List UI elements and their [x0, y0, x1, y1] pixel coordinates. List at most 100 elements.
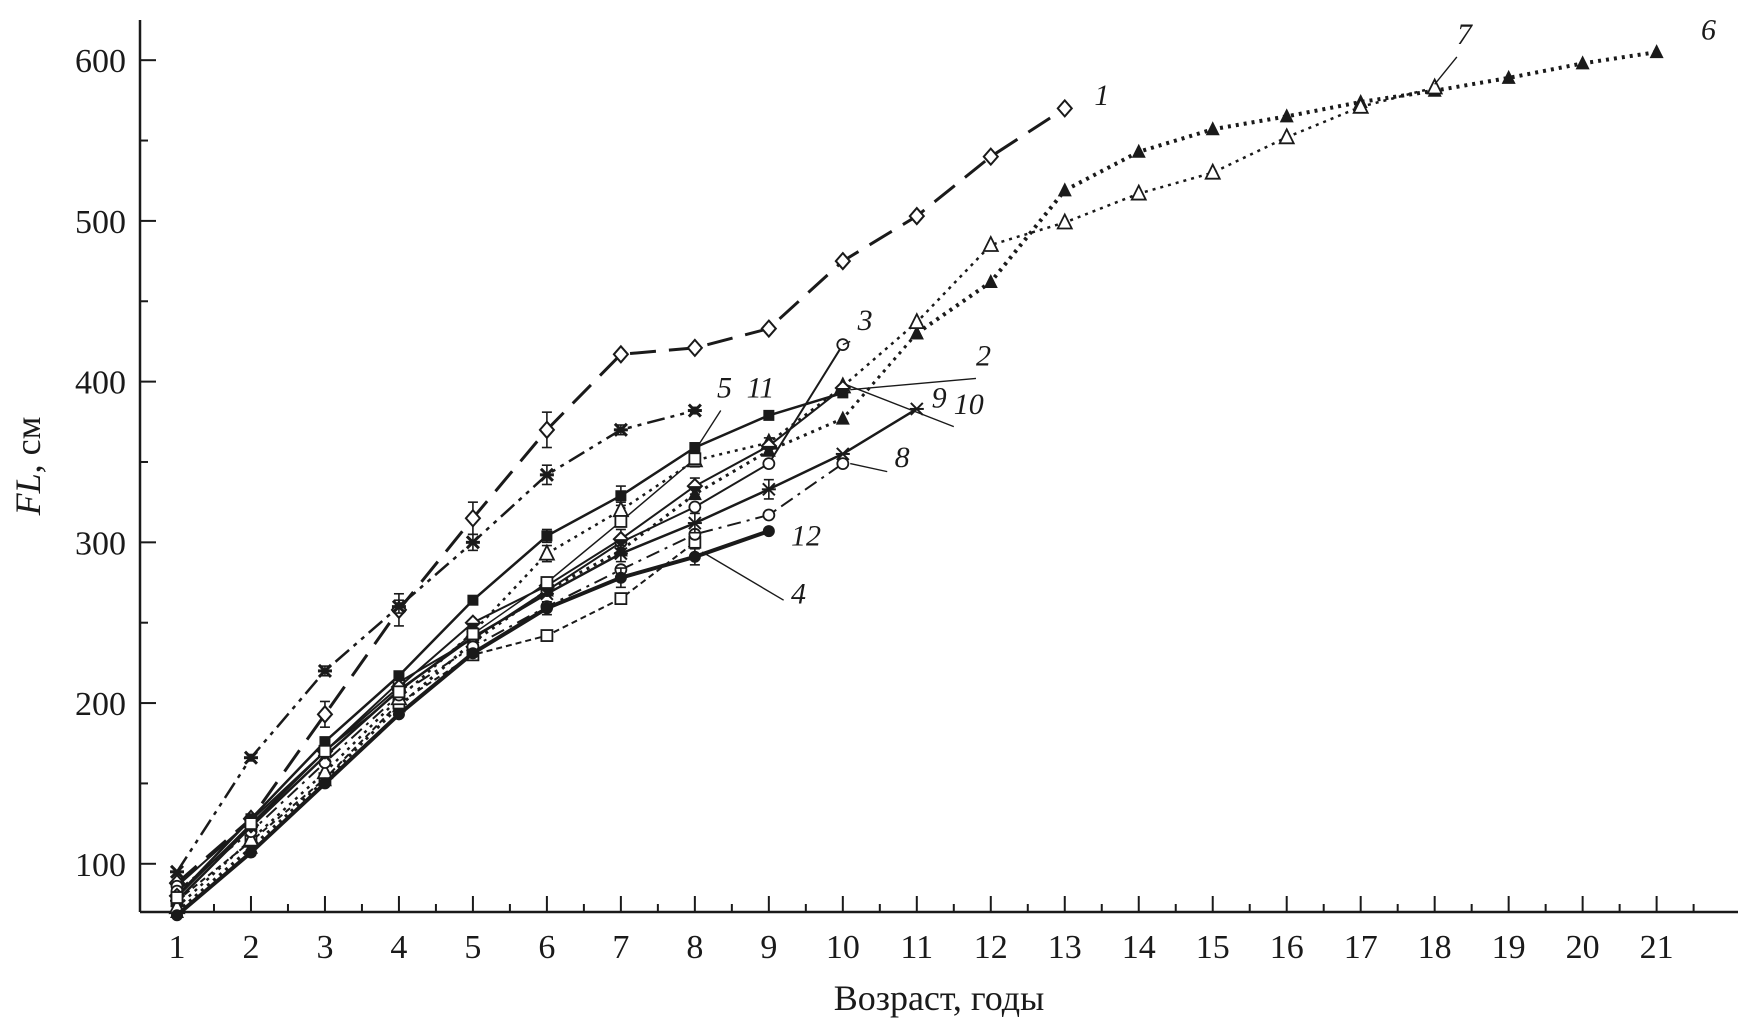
- callout-line-2: [850, 377, 977, 391]
- data-point: [1501, 69, 1516, 84]
- data-point: [908, 312, 926, 330]
- x-tick-label: 2: [242, 929, 259, 966]
- series-label-1: 1: [1094, 79, 1109, 112]
- data-point: [1279, 108, 1294, 123]
- data-point: [1352, 96, 1370, 114]
- data-point-fill: [835, 388, 850, 396]
- y-tick-label: 500: [75, 204, 126, 241]
- data-point: [393, 670, 405, 682]
- y-axis-title-symbol: FL: [8, 473, 48, 516]
- axes: [138, 20, 1738, 914]
- data-point: [763, 409, 775, 421]
- data-point: [170, 891, 184, 904]
- callout-layer: [694, 56, 1458, 601]
- data-point: [1205, 121, 1220, 136]
- data-point: [983, 273, 998, 288]
- callout-line-7: [1434, 56, 1458, 85]
- x-tick-label: 12: [974, 929, 1008, 966]
- data-point: [392, 685, 406, 699]
- x-tick-label: 10: [826, 929, 860, 966]
- data-point-fill: [687, 486, 702, 494]
- data-point: [686, 338, 704, 358]
- series-11: [170, 452, 702, 904]
- series-label-11: 11: [747, 372, 775, 405]
- series-label-3: 3: [857, 304, 873, 337]
- series-5: [171, 387, 849, 902]
- data-point: [615, 490, 627, 502]
- x-tick-label: 15: [1196, 929, 1230, 966]
- series-line: [176, 86, 1436, 909]
- x-tick-label: 11: [900, 929, 933, 966]
- data-point: [688, 452, 702, 466]
- data-point: [466, 627, 480, 641]
- series-line: [176, 391, 844, 897]
- x-tick-label: 19: [1492, 929, 1526, 966]
- x-tick-label: 1: [168, 929, 185, 966]
- callout-line-4: [701, 551, 784, 601]
- series-line: [176, 387, 844, 897]
- series-layer: [168, 44, 1664, 922]
- data-point: [1204, 162, 1222, 180]
- data-point: [540, 576, 554, 589]
- data-point: [318, 777, 331, 790]
- data-point-fill: [465, 622, 480, 630]
- data-point: [318, 744, 332, 758]
- data-point: [908, 206, 926, 226]
- data-point: [540, 629, 554, 642]
- data-point: [614, 592, 628, 605]
- x-axis-title: Возраст, годы: [834, 978, 1045, 1018]
- series-12: [170, 525, 775, 922]
- callout-line-8: [850, 462, 888, 473]
- data-point: [834, 251, 852, 271]
- data-point: [982, 234, 1000, 252]
- series-label-10: 10: [954, 388, 984, 421]
- y-axis-title-unit: , см: [8, 417, 48, 474]
- series-label-12: 12: [791, 520, 821, 553]
- data-point: [612, 500, 630, 518]
- series-label-8: 8: [895, 441, 910, 474]
- data-point: [909, 325, 924, 340]
- data-point-fill: [761, 445, 776, 453]
- series-7: [168, 77, 1444, 915]
- series-line: [175, 409, 696, 873]
- data-point: [1131, 143, 1146, 158]
- data-point: [762, 525, 775, 538]
- data-point: [319, 736, 331, 748]
- series-label-4: 4: [791, 577, 806, 610]
- data-point: [540, 602, 553, 615]
- data-point-fill: [613, 539, 628, 547]
- series-line: [176, 541, 696, 902]
- data-point: [1278, 127, 1296, 145]
- data-point: [1575, 55, 1590, 70]
- data-point: [170, 909, 183, 922]
- data-point: [392, 708, 405, 721]
- data-point: [1057, 182, 1072, 197]
- series-label-7: 7: [1457, 18, 1474, 51]
- data-point: [762, 457, 776, 470]
- x-tick-label: 20: [1566, 929, 1600, 966]
- y-tick-label: 300: [75, 525, 126, 562]
- series-label-2: 2: [976, 340, 991, 373]
- x-tick-label: 14: [1122, 929, 1156, 966]
- x-tick-label: 8: [686, 929, 703, 966]
- series-label-9: 9: [932, 381, 947, 414]
- data-point: [1056, 212, 1074, 230]
- data-point: [467, 594, 479, 606]
- data-point: [242, 829, 260, 847]
- data-point: [689, 442, 701, 454]
- x-tick-label: 3: [316, 929, 333, 966]
- series-line: [176, 458, 696, 899]
- x-tick-label: 9: [760, 929, 777, 966]
- data-point: [612, 344, 630, 364]
- x-tick-label: 21: [1640, 929, 1674, 966]
- data-point: [688, 550, 701, 563]
- x-tick-label: 5: [464, 929, 481, 966]
- x-ticks: 1 2 3 4 5 6 7 8 9 10 11 12 13 14 15 16 17 18 19 20 21: [139, 896, 1695, 966]
- series-label-6: 6: [1701, 13, 1716, 46]
- x-tick-label: 7: [612, 929, 629, 966]
- data-point: [614, 571, 627, 584]
- data-point: [1056, 98, 1074, 118]
- series-unlabeled: [169, 403, 702, 879]
